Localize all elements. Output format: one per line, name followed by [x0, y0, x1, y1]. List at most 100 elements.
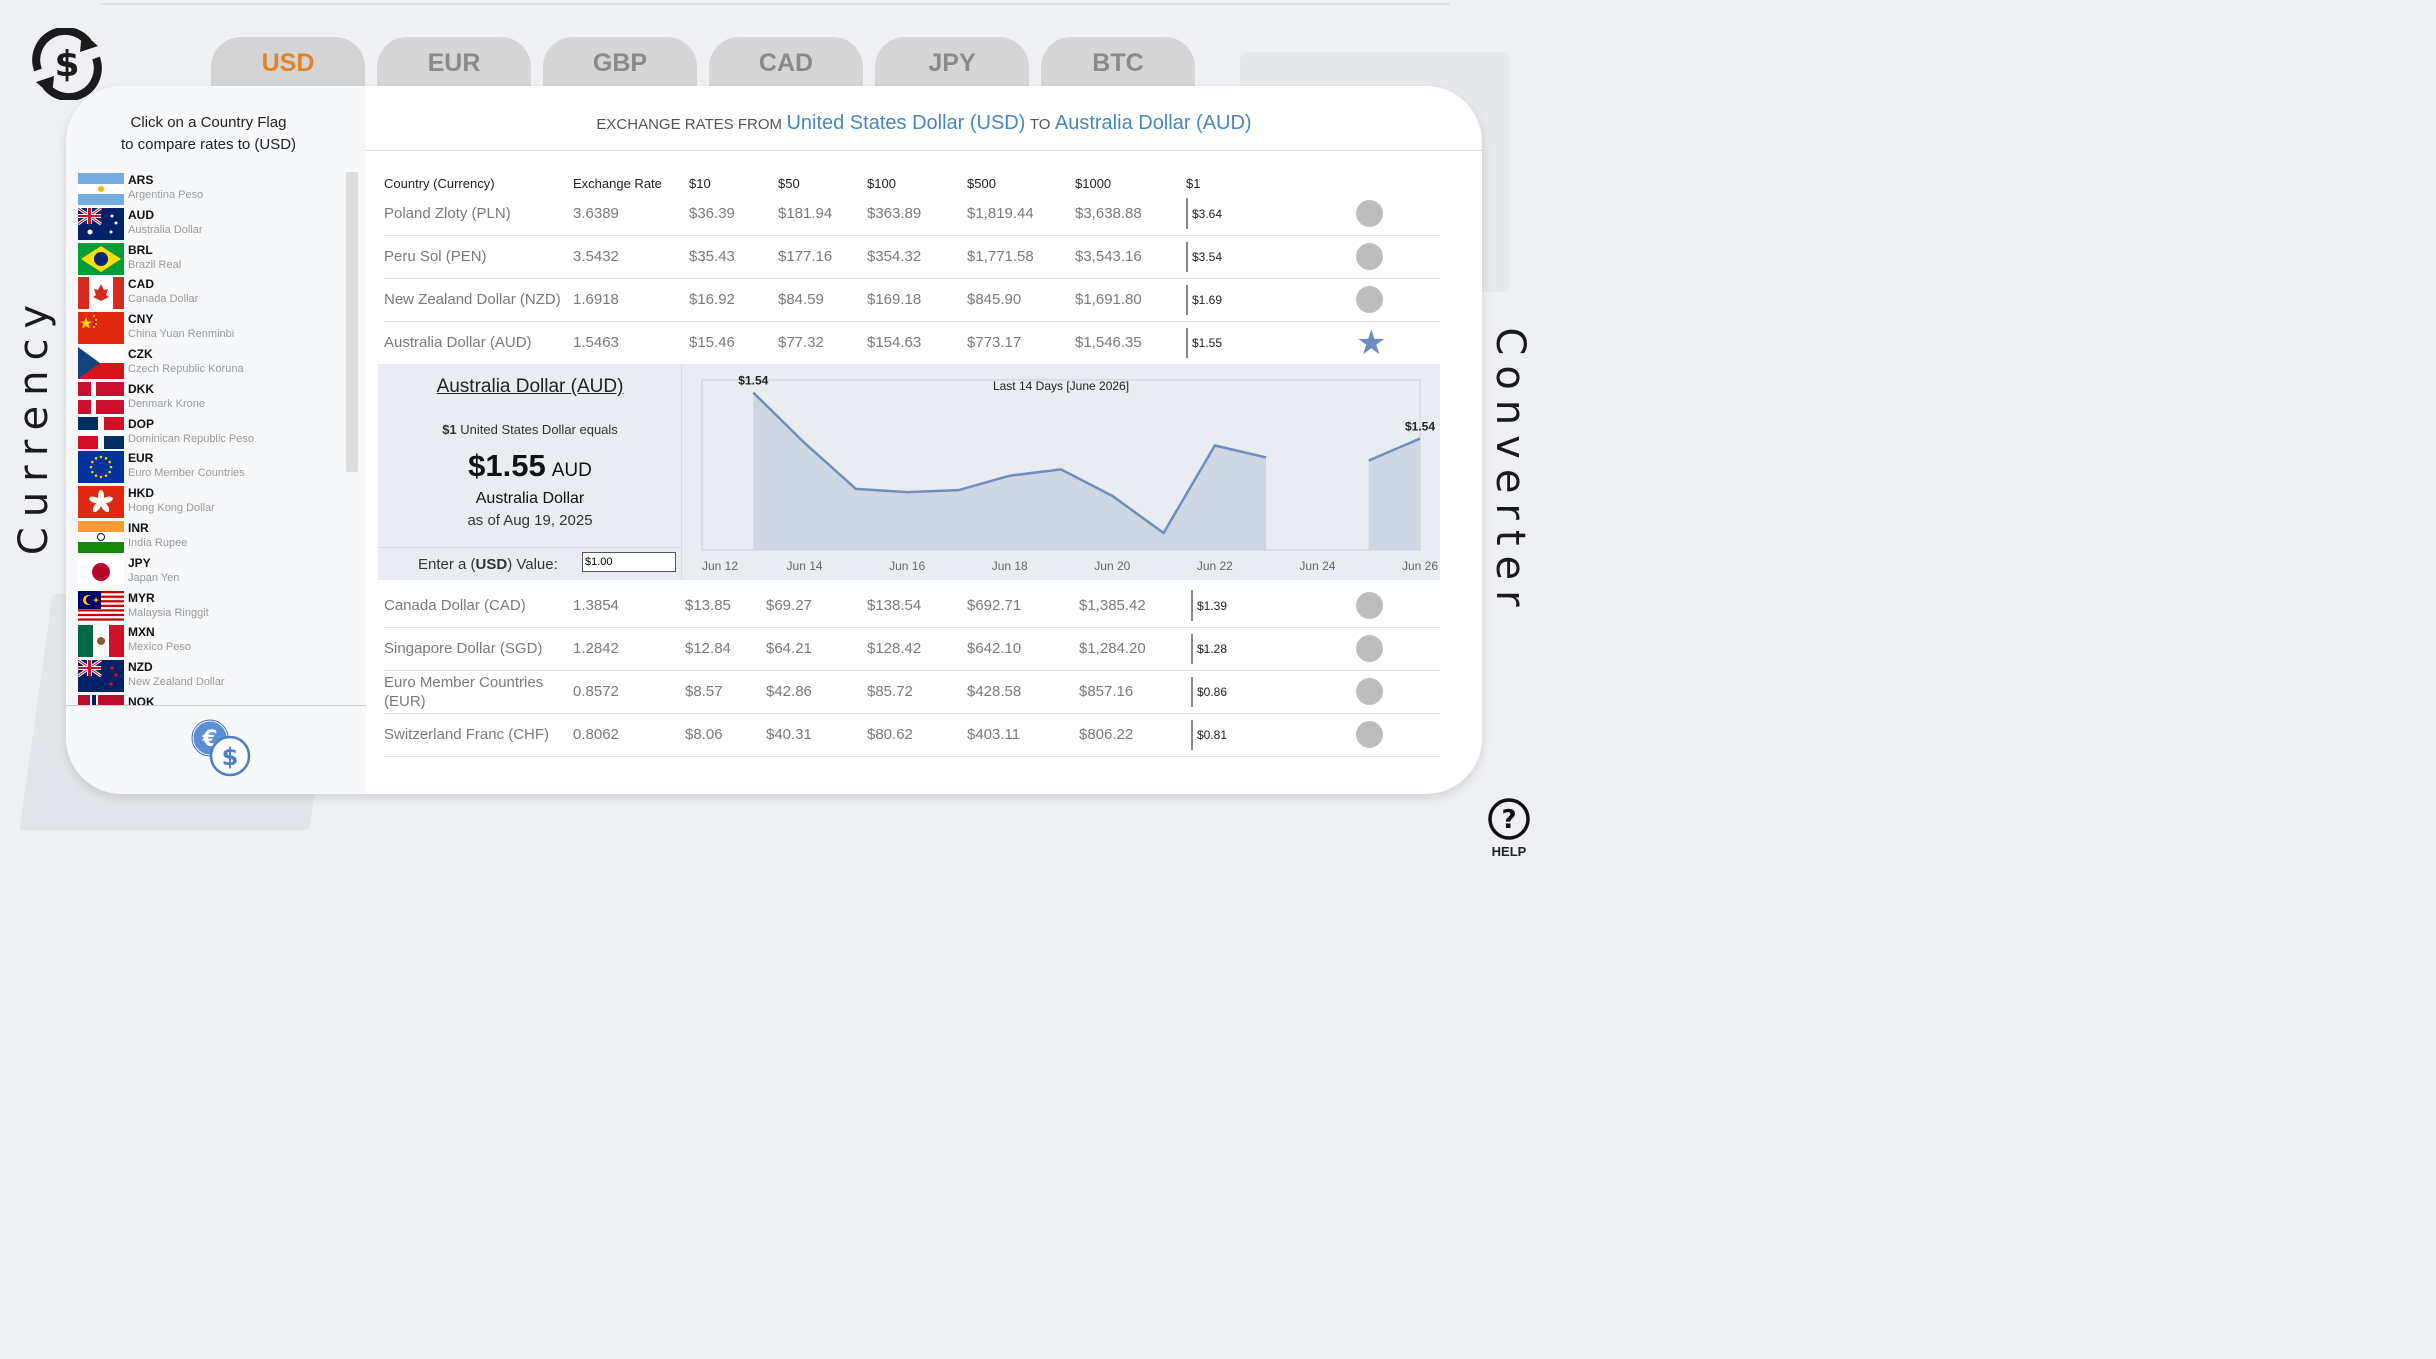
flag-item-jpy[interactable]: JPY Japan Yen	[78, 555, 340, 590]
flag-name: Australia Dollar	[128, 223, 203, 236]
country-cell: Australia Dollar (AUD)	[384, 321, 573, 365]
flag-name: Dominican Republic Peso	[128, 432, 254, 445]
select-dot-icon[interactable]	[1356, 721, 1383, 748]
select-dot-icon[interactable]	[1356, 199, 1383, 227]
flag-name: Czech Republic Koruna	[128, 362, 244, 375]
flag-code: DOP	[128, 416, 155, 431]
detail-title[interactable]: Australia Dollar (AUD)	[436, 376, 624, 397]
rate-row[interactable]: Australia Dollar (AUD) 1.5463 $15.46 $77.32…	[384, 321, 1440, 365]
flag-item-brl[interactable]: BRL Brazil Real	[78, 242, 340, 277]
flag-code: JPY	[128, 555, 151, 570]
flag-item-dkk[interactable]: DKK Denmark Krone	[78, 381, 340, 416]
value-cell-v100: $138.54	[867, 584, 967, 628]
value-cell-rate: 1.5463	[573, 321, 689, 365]
flag-item-text: DKK Denmark Krone	[128, 382, 205, 412]
title-prefix: EXCHANGE RATES FROM	[596, 116, 782, 133]
rate-row[interactable]: Peru Sol (PEN) 3.5432 $35.43 $177.16 $354.32…	[384, 235, 1440, 279]
flag-name: China Yuan Renminbi	[128, 328, 235, 341]
flag-item-nzd[interactable]: NZD New Zealand Dollar	[78, 659, 340, 694]
flag-code: HKD	[128, 486, 154, 501]
dominican-flag-icon	[78, 416, 124, 449]
flag-item-hkd[interactable]: HKD Hong Kong Dollar	[78, 485, 340, 520]
title-to-currency: Australia Dollar (AUD)	[1054, 112, 1252, 134]
select-dot-icon[interactable]	[1356, 678, 1383, 705]
rate-row[interactable]: New Zealand Dollar (NZD) 1.6918 $16.92 $84.…	[384, 278, 1440, 322]
flag-item-mxn[interactable]: MXN Mexico Peso	[78, 624, 340, 659]
rate-row[interactable]: Euro Member Countries (EUR) 0.8572 $8.57 $4…	[384, 670, 1440, 714]
brazil-flag-icon	[78, 242, 124, 275]
value-bar	[1186, 284, 1188, 315]
select-dot-icon[interactable]	[1356, 635, 1383, 662]
tab-cad[interactable]: CAD	[709, 37, 863, 91]
value-cell-v1000: $1,284.20	[1079, 627, 1191, 671]
usd-value-input[interactable]	[582, 552, 676, 572]
rate-row[interactable]: Poland Zloty (PLN) 3.6389 $36.39 $181.94 $36…	[384, 192, 1440, 236]
flag-item-czk[interactable]: CZK Czech Republic Koruna	[78, 346, 340, 381]
value-cell-v100: $169.18	[867, 278, 967, 322]
flag-item-myr[interactable]: MYR Malaysia Ringgit	[78, 590, 340, 625]
tab-btc[interactable]: BTC	[1041, 37, 1195, 91]
tab-usd[interactable]: USD	[211, 37, 365, 91]
tab-jpy[interactable]: JPY	[875, 37, 1029, 91]
select-dot-icon[interactable]	[1356, 243, 1383, 270]
value-cell-v100: $363.89	[867, 192, 967, 236]
main-card: Click on a Country Flag to compare rates…	[66, 86, 1482, 794]
one-dollar-bar-cell: $0.81	[1191, 713, 1356, 757]
value-cell-v1000: $3,638.88	[1075, 192, 1186, 236]
one-dollar-bar-cell: $1.69	[1186, 278, 1356, 322]
marker-cell	[1356, 627, 1440, 671]
tab-gbp[interactable]: GBP	[543, 37, 697, 91]
flag-item-aud[interactable]: AUD Australia Dollar	[78, 207, 340, 242]
flag-code: DKK	[128, 381, 154, 396]
value-cell-v500: $428.58	[967, 670, 1079, 714]
instruction-line-1: Click on a Country Flag	[130, 114, 287, 131]
flag-item-text: CNY China Yuan Renminbi	[128, 312, 234, 342]
flag-name: Hong Kong Dollar	[128, 502, 215, 515]
rate-row[interactable]: Canada Dollar (CAD) 1.3854 $13.85 $69.27 $13…	[384, 584, 1440, 628]
sidebar-instruction: Click on a Country Flag to compare rates…	[66, 112, 351, 156]
column-header: $10	[689, 176, 711, 191]
flag-item-text: MXN Mexico Peso	[128, 625, 191, 655]
flag-name: Brazil Real	[128, 258, 182, 271]
rate-row[interactable]: Switzerland Franc (CHF) 0.8062 $8.06 $40.31…	[384, 713, 1440, 757]
select-dot-icon[interactable]	[1356, 591, 1383, 619]
enter-label-pre: Enter a (	[418, 556, 476, 573]
favorite-star-icon[interactable]: ★	[1356, 323, 1387, 362]
chart-area	[753, 392, 1267, 550]
flag-item-eur[interactable]: EUR Euro Member Countries	[78, 450, 340, 485]
rate-row[interactable]: Singapore Dollar (SGD) 1.2842 $12.84 $64.21…	[384, 627, 1440, 671]
currency-detail-panel: Australia Dollar (AUD) $1 United States …	[378, 364, 1440, 580]
help-button[interactable]: ? HELP	[1484, 797, 1534, 859]
flag-item-text: BRL Brazil Real	[128, 243, 181, 273]
flag-name: Argentina Peso	[128, 189, 204, 201]
flag-code: BRL	[128, 242, 153, 257]
detail-amount: $1.55 AUD	[378, 448, 682, 484]
value-cell-rate: 0.8572	[573, 670, 685, 714]
marker-cell	[1356, 278, 1440, 322]
flag-item-dop[interactable]: DOP Dominican Republic Peso	[78, 416, 340, 451]
select-dot-icon[interactable]	[1356, 286, 1383, 313]
enter-label-code: USD	[475, 556, 508, 573]
x-tick-label: Jun 26	[1402, 559, 1438, 573]
flag-list-scrollbar[interactable]	[346, 172, 358, 472]
flag-item-ars[interactable]: ARS Argentina Peso	[78, 172, 340, 207]
flag-item-nok[interactable]: NOK	[78, 694, 340, 705]
flag-item-cny[interactable]: CNY China Yuan Renminbi	[78, 311, 340, 346]
x-tick-label: Jun 24	[1299, 559, 1335, 573]
chart-line	[1368, 437, 1421, 462]
value-cell-v50: $64.21	[766, 627, 867, 671]
value-cell-v1000: $1,546.35	[1075, 321, 1186, 365]
flag-item-inr[interactable]: INR India Rupee	[78, 520, 340, 555]
column-header: Country (Currency)	[384, 176, 495, 191]
flag-name: Malaysia Ringgit	[128, 606, 209, 619]
rate-history-chart: Jun 12 Jun 14 Jun 16 Jun 18 Jun 20 Jun 22 Jun …	[701, 374, 1438, 573]
value-cell-v50: $69.27	[766, 584, 867, 628]
detail-currency-name: Australia Dollar	[475, 490, 585, 507]
x-tick-label: Jun 18	[992, 559, 1028, 573]
value-cell-v50: $177.16	[778, 235, 867, 279]
sidebar-divider	[66, 705, 366, 706]
flag-code: NOK	[128, 694, 155, 705]
flag-item-cad[interactable]: CAD Canada Dollar	[78, 276, 340, 311]
flag-item-text: NZD New Zealand Dollar	[128, 660, 225, 690]
tab-eur[interactable]: EUR	[377, 37, 531, 91]
